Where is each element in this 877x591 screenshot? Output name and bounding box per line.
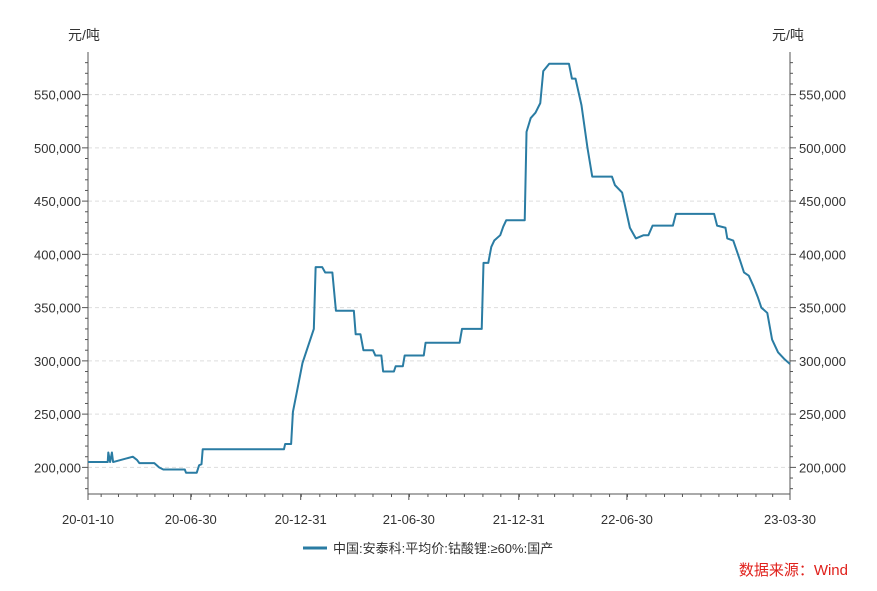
x-tick-label: 21-12-31 — [493, 512, 545, 527]
x-tick-label: 22-06-30 — [601, 512, 653, 527]
y-tick-label-left: 500,000 — [34, 141, 81, 156]
y-tick-label-left: 550,000 — [34, 88, 81, 103]
y-axis-unit-left: 元/吨 — [68, 27, 100, 43]
y-tick-label-right: 200,000 — [799, 460, 846, 475]
y-tick-label-right: 350,000 — [799, 301, 846, 316]
axes: 元/吨 元/吨 200,000 200,000 250,000 250,000 300,… — [34, 27, 846, 527]
legend-label: 中国:安泰科:平均价:钴酸锂:≥60%:国产 — [333, 541, 553, 556]
y-tick-label-right: 300,000 — [799, 354, 846, 369]
x-tick-label: 20-06-30 — [165, 512, 217, 527]
y-tick-label-left: 350,000 — [34, 301, 81, 316]
y-tick-label-right: 500,000 — [799, 141, 846, 156]
y-tick-label-left: 400,000 — [34, 247, 81, 262]
y-tick-label-right: 550,000 — [799, 88, 846, 103]
y-tick-label-left: 250,000 — [34, 407, 81, 422]
x-tick-label: 20-01-10 — [62, 512, 114, 527]
source-label: 数据来源：Wind — [739, 562, 848, 579]
y-tick-label-right: 450,000 — [799, 194, 846, 209]
y-tick-label-right: 400,000 — [799, 247, 846, 262]
x-tick-label: 20-12-31 — [275, 512, 327, 527]
series-line — [88, 62, 791, 474]
y-tick-label-right: 250,000 — [799, 407, 846, 422]
y-axis-unit-right: 元/吨 — [772, 27, 804, 43]
y-tick-label-left: 450,000 — [34, 194, 81, 209]
legend: 中国:安泰科:平均价:钴酸锂:≥60%:国产 — [303, 541, 553, 556]
y-tick-label-left: 200,000 — [34, 460, 81, 475]
y-tick-label-left: 300,000 — [34, 354, 81, 369]
grid-lines — [88, 94, 790, 468]
x-tick-label: 23-03-30 — [764, 512, 816, 527]
series-lines — [88, 62, 791, 474]
x-tick-label: 21-06-30 — [383, 512, 435, 527]
